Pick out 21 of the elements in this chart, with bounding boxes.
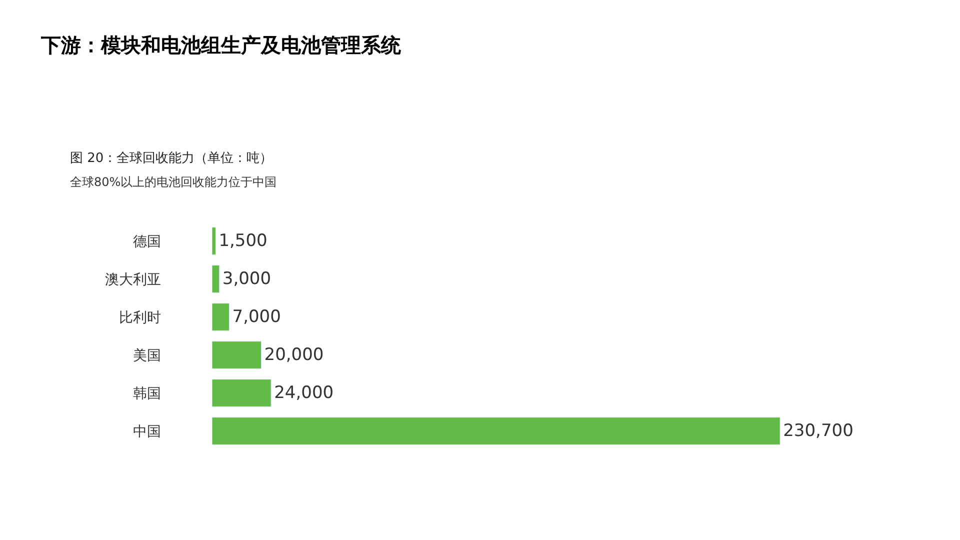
text: 全球80%以上的电池回收能力位于中国 (70, 175, 277, 189)
y-tick-label: 韩国 (133, 386, 161, 402)
bar (212, 303, 230, 331)
bar (212, 227, 216, 255)
y-tick-label: 德国 (133, 234, 161, 250)
data-label: 24,000 (274, 383, 334, 403)
y-tick-label: 美国 (133, 348, 161, 364)
y-tick-label: 比利时 (119, 310, 161, 326)
chart-title: 下游：模块和电池组生产及电池管理系统 (40, 33, 402, 57)
bar (212, 341, 262, 369)
y-tick-label: 澳大利亚 (105, 272, 161, 288)
bar (212, 417, 780, 445)
data-label: 7,000 (232, 307, 281, 327)
data-label: 3,000 (222, 269, 272, 289)
data-label: 1,500 (218, 231, 268, 251)
bar (212, 379, 272, 407)
chart-subtitle: 图 20：全球回收能力（单位：吨） (70, 151, 273, 166)
data-label: 20,000 (264, 345, 324, 365)
bar (212, 265, 220, 293)
data-label: 230,700 (783, 421, 854, 441)
y-tick-label: 中国 (133, 424, 161, 440)
